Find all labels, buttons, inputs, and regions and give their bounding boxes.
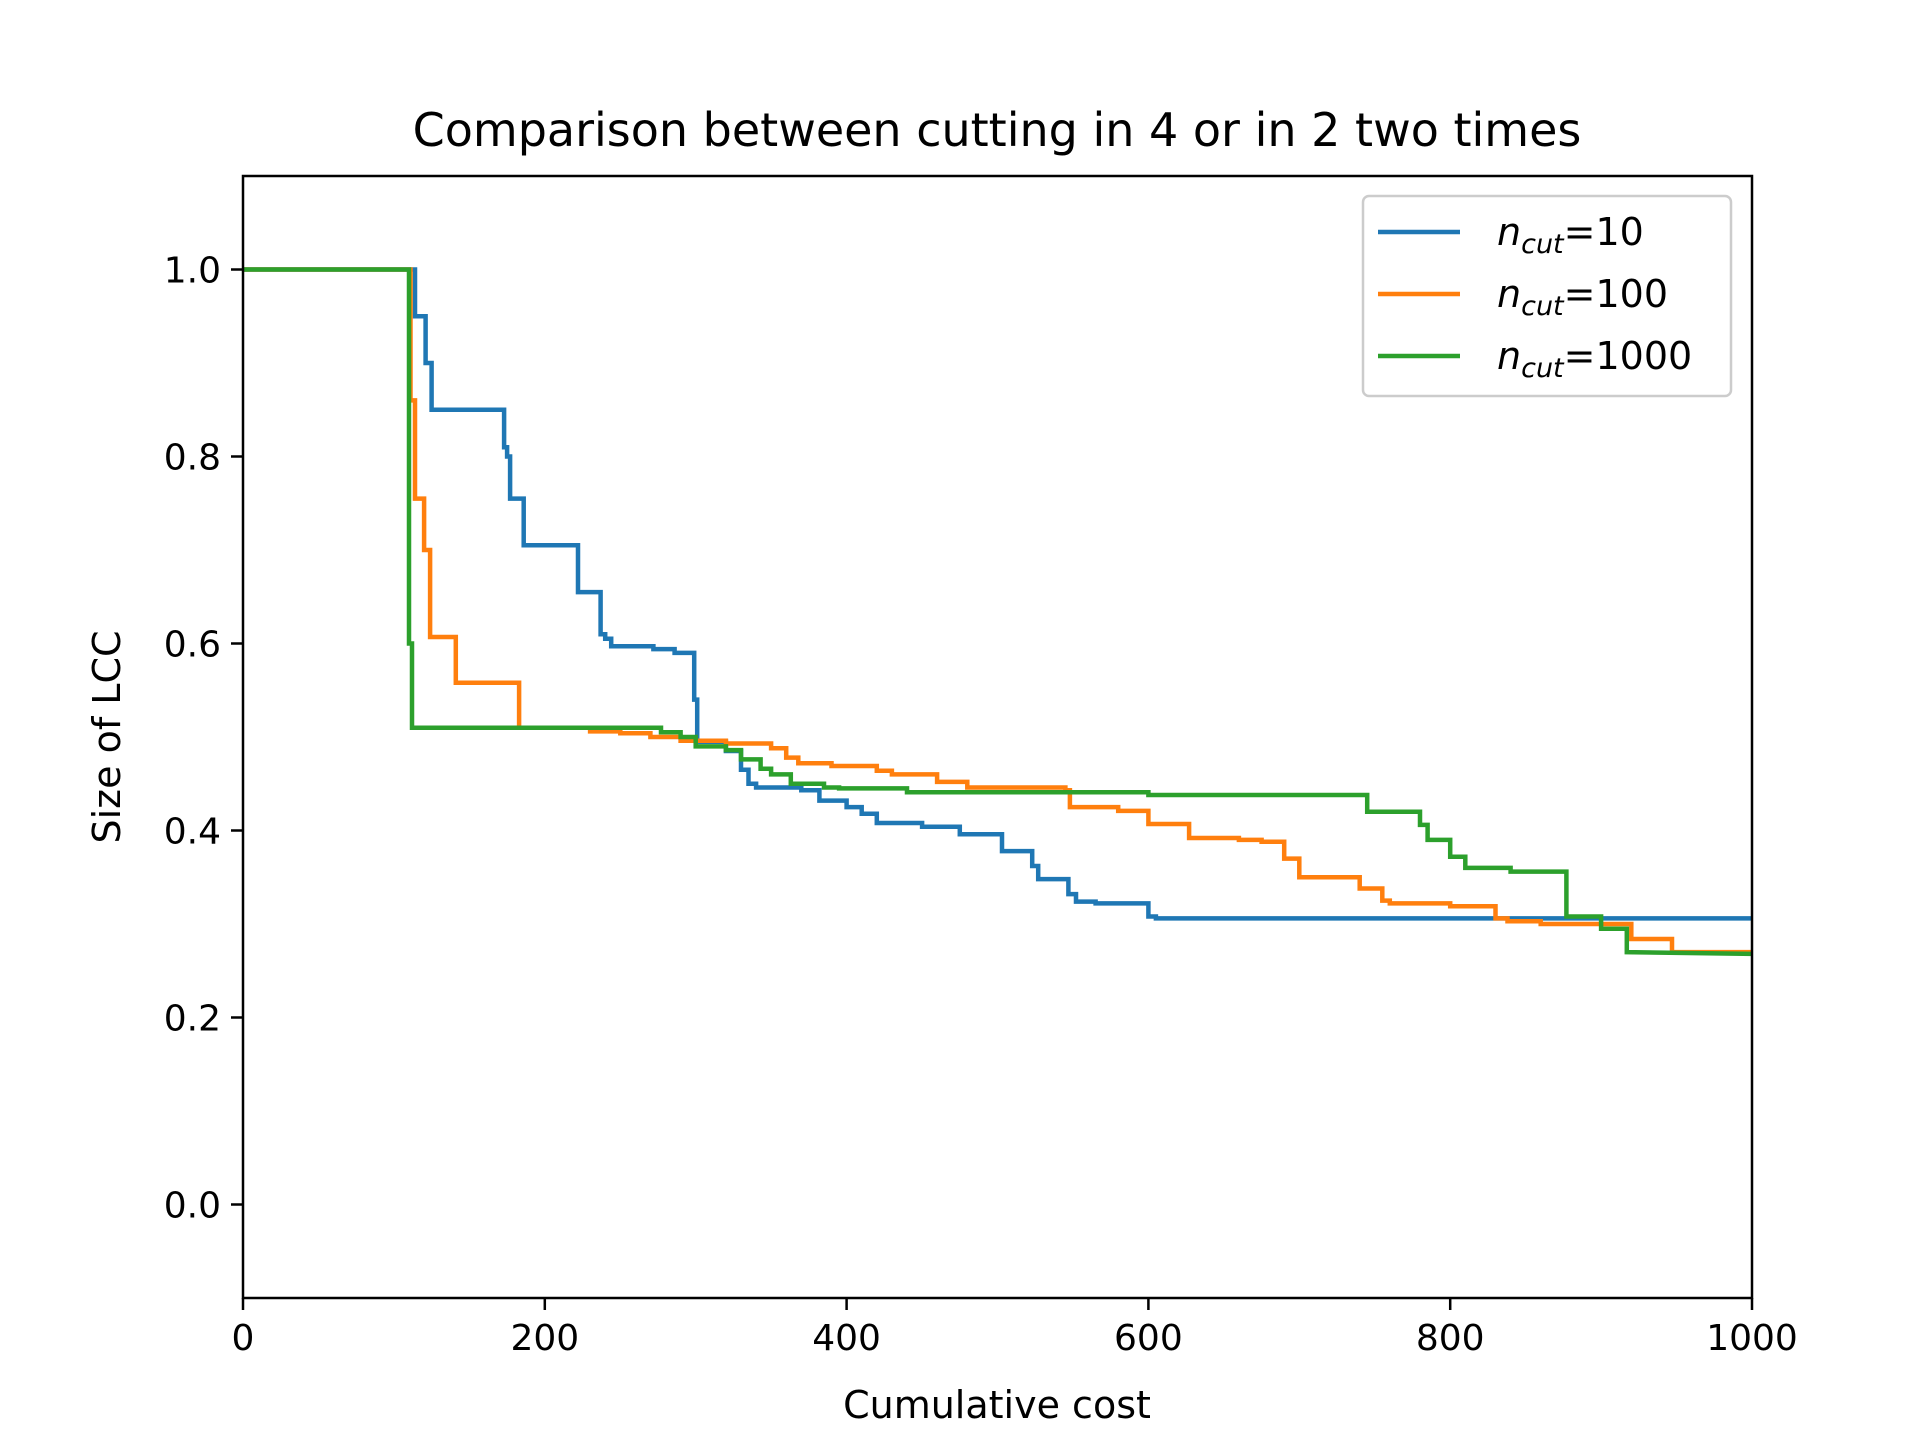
x-tick-label: 400 bbox=[812, 1318, 881, 1359]
chart-title: Comparison between cutting in 4 or in 2 … bbox=[413, 103, 1582, 157]
plot-frame bbox=[241, 174, 1754, 1300]
legend-entry-1: ncut=10 bbox=[1378, 210, 1644, 260]
legend: ncut=10 ncut=100 ncut=1000 bbox=[1361, 194, 1733, 398]
x-tick-label: 0 bbox=[232, 1318, 255, 1359]
legend-entry-3: ncut=1000 bbox=[1378, 334, 1692, 384]
legend-label: ncut=1000 bbox=[1497, 334, 1692, 384]
legend-label: ncut=100 bbox=[1497, 272, 1668, 322]
series-line-1 bbox=[243, 267, 1752, 921]
x-tick-label: 600 bbox=[1114, 1318, 1183, 1359]
legend-label: ncut=10 bbox=[1497, 210, 1644, 260]
y-tick-label: 0.8 bbox=[164, 438, 221, 479]
y-tick-label: 0.2 bbox=[164, 999, 221, 1040]
legend-frame bbox=[1361, 194, 1733, 398]
y-tick-label: 0.4 bbox=[164, 812, 221, 853]
legend-items: ncut=10 ncut=100 ncut=1000 bbox=[1378, 210, 1692, 384]
x-tick-label: 800 bbox=[1416, 1318, 1485, 1359]
x-tick-label: 200 bbox=[510, 1318, 579, 1359]
y-tick-label: 0.0 bbox=[164, 1186, 221, 1227]
y-tick-label: 1.0 bbox=[164, 251, 221, 292]
series-line-3 bbox=[243, 267, 1752, 957]
x-axis-label: Cumulative cost bbox=[843, 1383, 1151, 1427]
series-layer bbox=[243, 267, 1752, 957]
tick-layer: 0 200 400 600 800 1000 0.0 0.2 0.4 0.6 0.8 1.0 bbox=[164, 251, 1798, 1360]
legend-entry-2: ncut=100 bbox=[1378, 272, 1668, 322]
y-tick-label: 0.6 bbox=[164, 625, 221, 666]
y-axis-label: Size of LCC bbox=[85, 630, 129, 843]
x-tick-label: 1000 bbox=[1706, 1318, 1798, 1359]
